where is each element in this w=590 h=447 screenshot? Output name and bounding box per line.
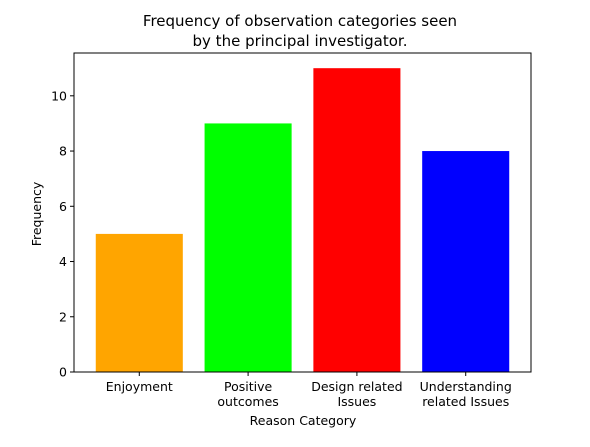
bar <box>95 233 183 372</box>
y-tick-label: 10 <box>51 88 67 103</box>
chart-title-line-2: by the principal investigator. <box>193 32 408 50</box>
x-tick-label: Issues <box>337 394 376 409</box>
y-tick-label: 4 <box>59 254 67 269</box>
y-tick-label: 8 <box>59 144 67 159</box>
x-tick-label: Understanding <box>420 379 512 394</box>
x-tick-label: Design related <box>311 379 402 394</box>
bar <box>422 151 510 372</box>
chart-title-line-1: Frequency of observation categories seen <box>143 12 457 30</box>
bar <box>313 68 401 372</box>
plot-frame <box>73 52 532 373</box>
bar <box>204 123 292 372</box>
x-tick-label: Enjoyment <box>106 379 173 394</box>
y-tick-label: 2 <box>59 309 67 324</box>
y-tick-label: 6 <box>59 199 67 214</box>
x-tick-label: related Issues <box>422 394 509 409</box>
y-axis-label: Frequency <box>29 181 44 246</box>
y-tick-label: 0 <box>59 365 67 380</box>
x-axis-label: Reason Category <box>250 413 357 428</box>
x-tick-label: outcomes <box>217 394 278 409</box>
x-tick-label: Positive <box>224 379 272 394</box>
